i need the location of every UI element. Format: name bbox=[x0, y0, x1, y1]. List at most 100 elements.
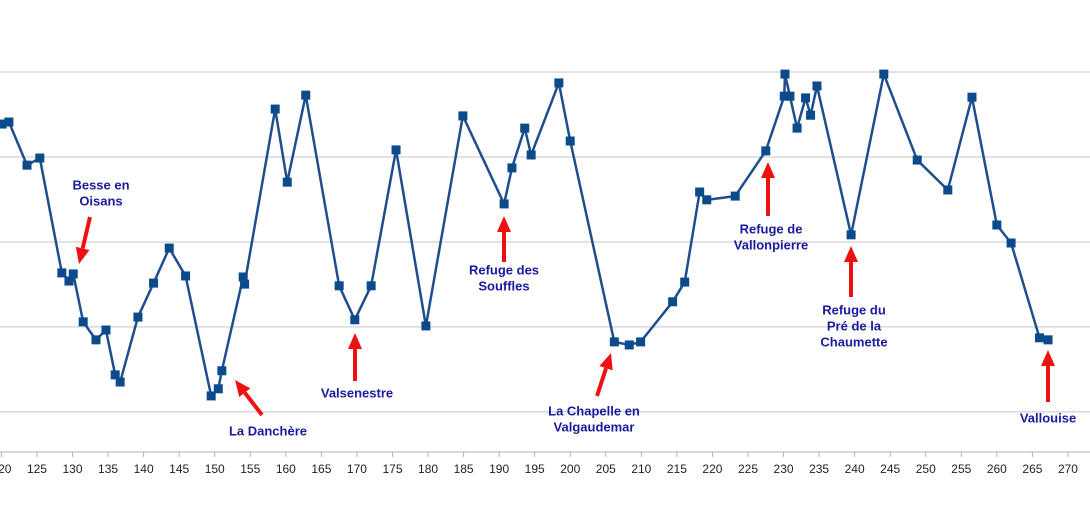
arrow-shaft bbox=[80, 216, 92, 249]
x-tick-label: 215 bbox=[667, 462, 687, 476]
x-tick-label: 220 bbox=[702, 462, 722, 476]
x-tick-label: 210 bbox=[631, 462, 651, 476]
point-marker bbox=[350, 315, 360, 325]
point-marker bbox=[624, 340, 634, 350]
annotation-label: Souffles bbox=[478, 278, 529, 293]
point-marker bbox=[164, 243, 174, 253]
annotation-label: Vallonpierre bbox=[734, 237, 808, 252]
point-marker bbox=[1043, 335, 1053, 345]
point-marker bbox=[149, 278, 159, 288]
point-marker bbox=[785, 91, 795, 101]
x-tick-label: 205 bbox=[596, 462, 616, 476]
point-marker bbox=[206, 391, 216, 401]
point-marker bbox=[270, 104, 280, 114]
annotation-label: Chaumette bbox=[820, 334, 887, 349]
point-marker bbox=[801, 93, 811, 103]
x-tick-label: 145 bbox=[169, 462, 189, 476]
point-marker bbox=[520, 123, 530, 133]
point-marker bbox=[133, 312, 143, 322]
x-tick-label: 160 bbox=[276, 462, 296, 476]
arrow-head bbox=[761, 162, 775, 178]
point-marker bbox=[702, 195, 712, 205]
point-marker bbox=[334, 281, 344, 291]
arrow-head bbox=[844, 246, 858, 262]
point-marker bbox=[730, 191, 740, 201]
annotation: La Danchère bbox=[229, 380, 307, 438]
point-marker bbox=[0, 119, 7, 129]
point-marker bbox=[282, 177, 292, 187]
arrow-shaft bbox=[595, 367, 608, 397]
x-tick-label: 235 bbox=[809, 462, 829, 476]
point-marker bbox=[301, 90, 311, 100]
annotation-label: La Danchère bbox=[229, 423, 307, 438]
annotation: Vallouise bbox=[1020, 350, 1076, 425]
point-marker bbox=[779, 91, 789, 101]
point-marker bbox=[101, 325, 111, 335]
point-marker bbox=[68, 269, 78, 279]
x-tick-label: 250 bbox=[916, 462, 936, 476]
point-marker bbox=[680, 277, 690, 287]
arrow-head bbox=[1041, 350, 1055, 366]
point-marker bbox=[22, 160, 32, 170]
x-tick-label: 195 bbox=[525, 462, 545, 476]
point-marker bbox=[967, 92, 977, 102]
annotation-label: Valgaudemar bbox=[554, 419, 635, 434]
x-tick-label: 255 bbox=[951, 462, 971, 476]
annotation-label: Valsenestre bbox=[321, 385, 393, 400]
arrow-head bbox=[599, 353, 613, 371]
point-marker bbox=[695, 187, 705, 197]
x-tick-label: 125 bbox=[27, 462, 47, 476]
x-tick-label: 200 bbox=[560, 462, 580, 476]
point-marker bbox=[792, 123, 802, 133]
point-marker bbox=[565, 136, 575, 146]
x-tick-label: 155 bbox=[240, 462, 260, 476]
point-marker bbox=[812, 81, 822, 91]
point-marker bbox=[238, 272, 248, 282]
arrow-head bbox=[235, 380, 251, 397]
point-marker bbox=[217, 366, 227, 376]
annotation-label: Besse en bbox=[72, 177, 129, 192]
arrow-head bbox=[497, 216, 511, 232]
annotation-label: Vallouise bbox=[1020, 410, 1076, 425]
x-tick-label: 135 bbox=[98, 462, 118, 476]
point-marker bbox=[110, 370, 120, 380]
annotation-label: La Chapelle en bbox=[548, 403, 640, 418]
x-tick-label: 180 bbox=[418, 462, 438, 476]
point-marker bbox=[879, 69, 889, 79]
point-marker bbox=[499, 199, 509, 209]
point-marker bbox=[761, 146, 771, 156]
x-tick-label: 240 bbox=[845, 462, 865, 476]
x-tick-label: 130 bbox=[63, 462, 83, 476]
x-tick-label: 260 bbox=[987, 462, 1007, 476]
x-tick-label: 190 bbox=[489, 462, 509, 476]
annotation-label: Refuge de bbox=[740, 221, 803, 236]
point-marker bbox=[526, 150, 536, 160]
point-marker bbox=[636, 337, 646, 347]
point-marker bbox=[912, 155, 922, 165]
x-tick-label: 120 bbox=[0, 462, 12, 476]
point-marker bbox=[806, 110, 816, 120]
arrow-head bbox=[348, 333, 362, 349]
point-marker bbox=[846, 230, 856, 240]
x-tick-label: 245 bbox=[880, 462, 900, 476]
x-tick-label: 230 bbox=[774, 462, 794, 476]
point-marker bbox=[421, 321, 431, 331]
point-marker bbox=[115, 377, 125, 387]
arrow-head bbox=[75, 246, 90, 264]
x-tick-label: 175 bbox=[382, 462, 402, 476]
point-marker bbox=[943, 185, 953, 195]
point-marker bbox=[57, 268, 67, 278]
point-marker bbox=[366, 281, 376, 291]
x-tick-label: 150 bbox=[205, 462, 225, 476]
x-tick-label: 265 bbox=[1022, 462, 1042, 476]
point-marker bbox=[64, 276, 74, 286]
point-marker bbox=[458, 111, 468, 121]
point-marker bbox=[35, 153, 45, 163]
x-tick-label: 165 bbox=[311, 462, 331, 476]
annotation-label: Oisans bbox=[79, 193, 122, 208]
point-marker bbox=[609, 337, 619, 347]
